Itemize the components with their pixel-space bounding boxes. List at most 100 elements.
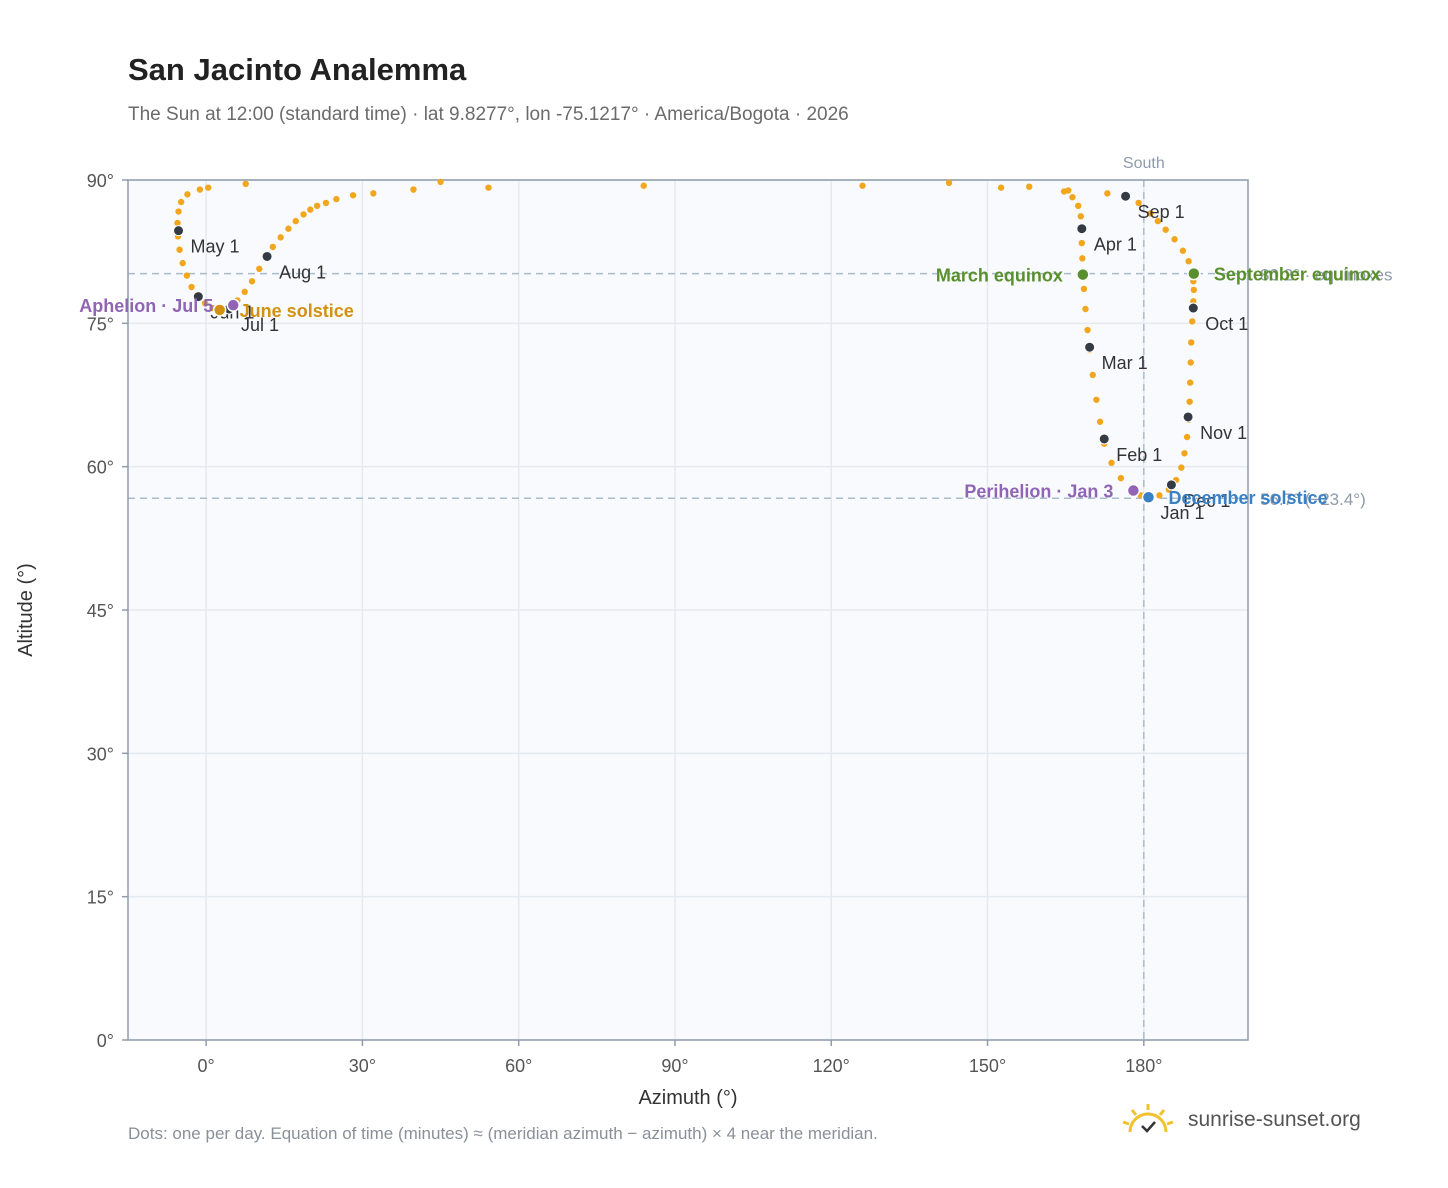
daily-point	[176, 246, 183, 253]
event-marker	[1141, 490, 1156, 504]
daily-point	[285, 225, 292, 232]
reference-line-label: 80.2° · equinoxes	[1260, 266, 1393, 285]
month-marker-label: Oct 1	[1205, 314, 1248, 334]
daily-point	[1162, 226, 1169, 233]
daily-point	[1080, 285, 1088, 293]
daily-point	[1154, 217, 1162, 225]
daily-point	[1096, 418, 1104, 425]
event-label: Perihelion · Jan 3	[964, 482, 1113, 502]
daily-point	[1108, 459, 1115, 467]
daily-point	[1093, 396, 1100, 403]
daily-point	[175, 208, 182, 215]
month-marker-label: Feb 1	[1116, 445, 1162, 465]
month-marker-label: Jan 1	[1161, 503, 1205, 523]
daily-point	[1135, 199, 1142, 207]
daily-point	[1074, 202, 1082, 209]
event-marker	[1076, 267, 1090, 282]
event-marker	[226, 298, 240, 312]
footer-note: Dots: one per day. Equation of time (min…	[128, 1124, 878, 1143]
daily-point	[1077, 213, 1084, 220]
reference-line-label: 56.7° (−23.4°)	[1260, 490, 1366, 509]
y-tick-label: 30°	[87, 744, 114, 764]
daily-point	[1117, 474, 1125, 482]
month-marker	[1098, 433, 1110, 445]
brand-name[interactable]: sunrise-sunset.org	[1188, 1108, 1361, 1131]
daily-point	[370, 190, 377, 197]
daily-point	[184, 191, 191, 198]
daily-point	[269, 243, 277, 251]
month-marker	[1165, 479, 1177, 491]
meridian-label: South	[1123, 155, 1165, 172]
month-marker-label: Mar 1	[1102, 353, 1148, 373]
month-marker	[261, 250, 273, 262]
daily-point	[1079, 255, 1086, 262]
event-label: March equinox	[936, 266, 1063, 286]
month-marker-label: May 1	[191, 237, 240, 257]
daily-point	[1084, 326, 1091, 334]
month-marker	[1182, 411, 1194, 423]
x-axis-label: Azimuth (°)	[638, 1087, 737, 1109]
chart-title: San Jacinto Analemma	[128, 52, 467, 87]
daily-point	[333, 195, 340, 203]
daily-point	[183, 272, 191, 279]
sun-logo-icon	[1122, 1104, 1174, 1133]
month-marker	[1187, 302, 1199, 314]
y-tick-label: 45°	[87, 601, 114, 621]
daily-point	[1190, 286, 1198, 294]
daily-point	[1188, 339, 1195, 346]
daily-point	[437, 178, 444, 186]
daily-point	[300, 211, 307, 218]
month-marker-label: Nov 1	[1200, 423, 1247, 443]
month-marker	[173, 225, 185, 237]
daily-point	[1185, 258, 1192, 265]
event-label: December solstice	[1169, 488, 1328, 508]
daily-point	[205, 184, 212, 191]
daily-point	[859, 182, 866, 189]
daily-point	[1189, 318, 1196, 325]
y-tick-label: 90°	[87, 171, 114, 191]
event-marker	[1126, 483, 1141, 498]
daily-point	[1179, 247, 1187, 254]
daily-point	[1178, 464, 1185, 471]
month-marker	[1084, 341, 1096, 353]
daily-point	[1104, 190, 1111, 197]
daily-point	[174, 219, 181, 227]
daily-point	[256, 265, 263, 273]
daily-point	[277, 234, 284, 241]
daily-point	[1183, 433, 1191, 441]
daily-point	[196, 186, 204, 193]
x-tick-label: 180°	[1125, 1056, 1162, 1076]
month-marker-label: Jul 1	[241, 315, 279, 335]
daily-point	[1082, 305, 1089, 313]
daily-point	[1060, 188, 1068, 195]
x-tick-label: 90°	[661, 1056, 688, 1076]
reference-lines: South 80.2° · equinoxes 56.7° (−23.4°)	[128, 155, 1393, 1040]
daily-point	[177, 198, 185, 206]
daily-point	[1089, 371, 1096, 379]
daily-point	[1171, 236, 1178, 243]
month-marker-label: Aug 1	[279, 262, 326, 282]
daily-point	[1186, 398, 1193, 405]
event-label: September equinox	[1214, 265, 1381, 285]
daily-track	[174, 178, 1198, 501]
event-label: June solstice	[240, 301, 354, 321]
daily-point	[945, 179, 953, 187]
daily-point	[292, 217, 299, 225]
daily-point	[242, 180, 249, 188]
daily-point	[1181, 450, 1188, 457]
month-marker-label: Dec 1	[1183, 491, 1230, 511]
daily-point	[410, 186, 417, 193]
brand[interactable]: sunrise-sunset.org	[1120, 1102, 1361, 1138]
y-tick-label: 15°	[87, 888, 114, 908]
month-marker	[1120, 190, 1132, 202]
daily-point	[349, 192, 357, 199]
event-marker	[212, 303, 227, 317]
daily-point	[307, 206, 314, 213]
x-tick-label: 0°	[198, 1056, 215, 1076]
y-tick-label: 75°	[87, 314, 114, 334]
x-tick-label: 120°	[813, 1056, 850, 1076]
daily-point	[1147, 210, 1154, 217]
y-tick-label: 60°	[87, 458, 114, 478]
